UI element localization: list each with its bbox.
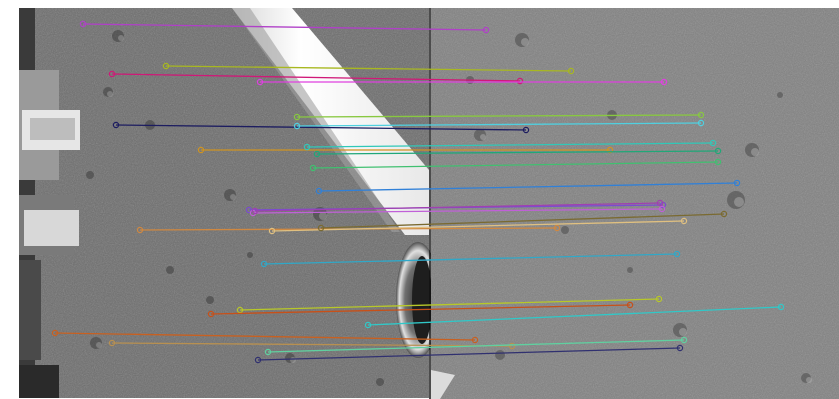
match-line	[296, 122, 702, 127]
match-keypoint-right	[680, 336, 688, 344]
match-keypoint-right	[655, 295, 663, 303]
match-keypoint-left	[79, 20, 87, 28]
match-line	[210, 304, 631, 315]
match-keypoint-left	[251, 207, 259, 215]
match-line	[111, 73, 521, 82]
match-keypoint-left	[303, 143, 311, 151]
match-keypoint-left	[254, 356, 262, 364]
match-keypoint-right	[777, 303, 785, 311]
match-lines	[51, 20, 785, 364]
match-keypoint-right	[676, 344, 684, 352]
match-keypoint-left	[112, 121, 120, 129]
match-line	[252, 208, 663, 214]
match-keypoint-right	[720, 210, 728, 218]
match-keypoint-right	[714, 158, 722, 166]
match-keypoint-left	[293, 113, 301, 121]
match-keypoint-right	[656, 199, 664, 207]
match-keypoint-right	[680, 217, 688, 225]
match-keypoint-right	[516, 77, 524, 85]
match-line	[254, 202, 661, 212]
match-keypoint-left	[245, 206, 253, 214]
match-keypoint-left	[364, 321, 372, 329]
match-keypoint-left	[264, 348, 272, 356]
match-keypoint-right	[471, 336, 479, 344]
match-line	[115, 124, 527, 131]
match-keypoint-left	[207, 310, 215, 318]
match-keypoint-left	[162, 62, 170, 70]
match-keypoint-right	[658, 205, 666, 213]
match-line	[312, 161, 719, 169]
match-keypoint-left	[108, 339, 116, 347]
match-keypoint-right	[508, 342, 516, 350]
match-keypoint-right	[733, 179, 741, 187]
left-panel	[19, 8, 440, 398]
match-keypoint-right	[673, 250, 681, 258]
match-line	[267, 339, 685, 353]
match-keypoint-left	[236, 306, 244, 314]
match-keypoint-left	[317, 224, 325, 232]
match-keypoint-left	[256, 78, 264, 86]
match-line	[306, 142, 714, 148]
match-line	[316, 150, 719, 155]
match-keypoint-right	[567, 67, 575, 75]
match-keypoint-right	[697, 119, 705, 127]
match-line	[271, 220, 685, 232]
rover-wheel-hub	[412, 256, 432, 344]
match-keypoint-right	[482, 26, 490, 34]
lander-structure	[19, 8, 80, 398]
match-keypoint-left	[293, 122, 301, 130]
right-crater-rims	[480, 38, 812, 383]
match-keypoint-left	[268, 227, 276, 235]
match-line	[367, 306, 782, 326]
match-line	[263, 253, 678, 265]
match-line	[82, 23, 487, 31]
match-keypoint-right	[714, 147, 722, 155]
match-line	[318, 182, 738, 192]
match-keypoint-left	[136, 226, 144, 234]
match-keypoint-right	[697, 111, 705, 119]
match-line	[320, 213, 725, 229]
match-keypoint-right	[660, 78, 668, 86]
match-keypoint-left	[197, 146, 205, 154]
match-keypoint-left	[108, 70, 116, 78]
match-line	[54, 332, 476, 341]
match-line	[111, 342, 513, 347]
match-line	[257, 347, 681, 361]
match-keypoint-left	[315, 187, 323, 195]
match-line	[296, 114, 702, 118]
match-keypoint-right	[522, 126, 530, 134]
match-keypoint-left	[309, 164, 317, 172]
match-keypoint-right	[606, 146, 614, 154]
match-keypoint-left	[260, 260, 268, 268]
match-line	[239, 298, 660, 311]
glare-edge	[232, 8, 400, 232]
match-keypoint-left	[51, 329, 59, 337]
match-keypoint-right	[626, 301, 634, 309]
match-keypoint-left	[313, 150, 321, 158]
match-keypoint-right	[553, 224, 561, 232]
match-line	[165, 65, 572, 72]
match-keypoint-right	[709, 139, 717, 147]
right-rover-edge	[431, 370, 455, 399]
